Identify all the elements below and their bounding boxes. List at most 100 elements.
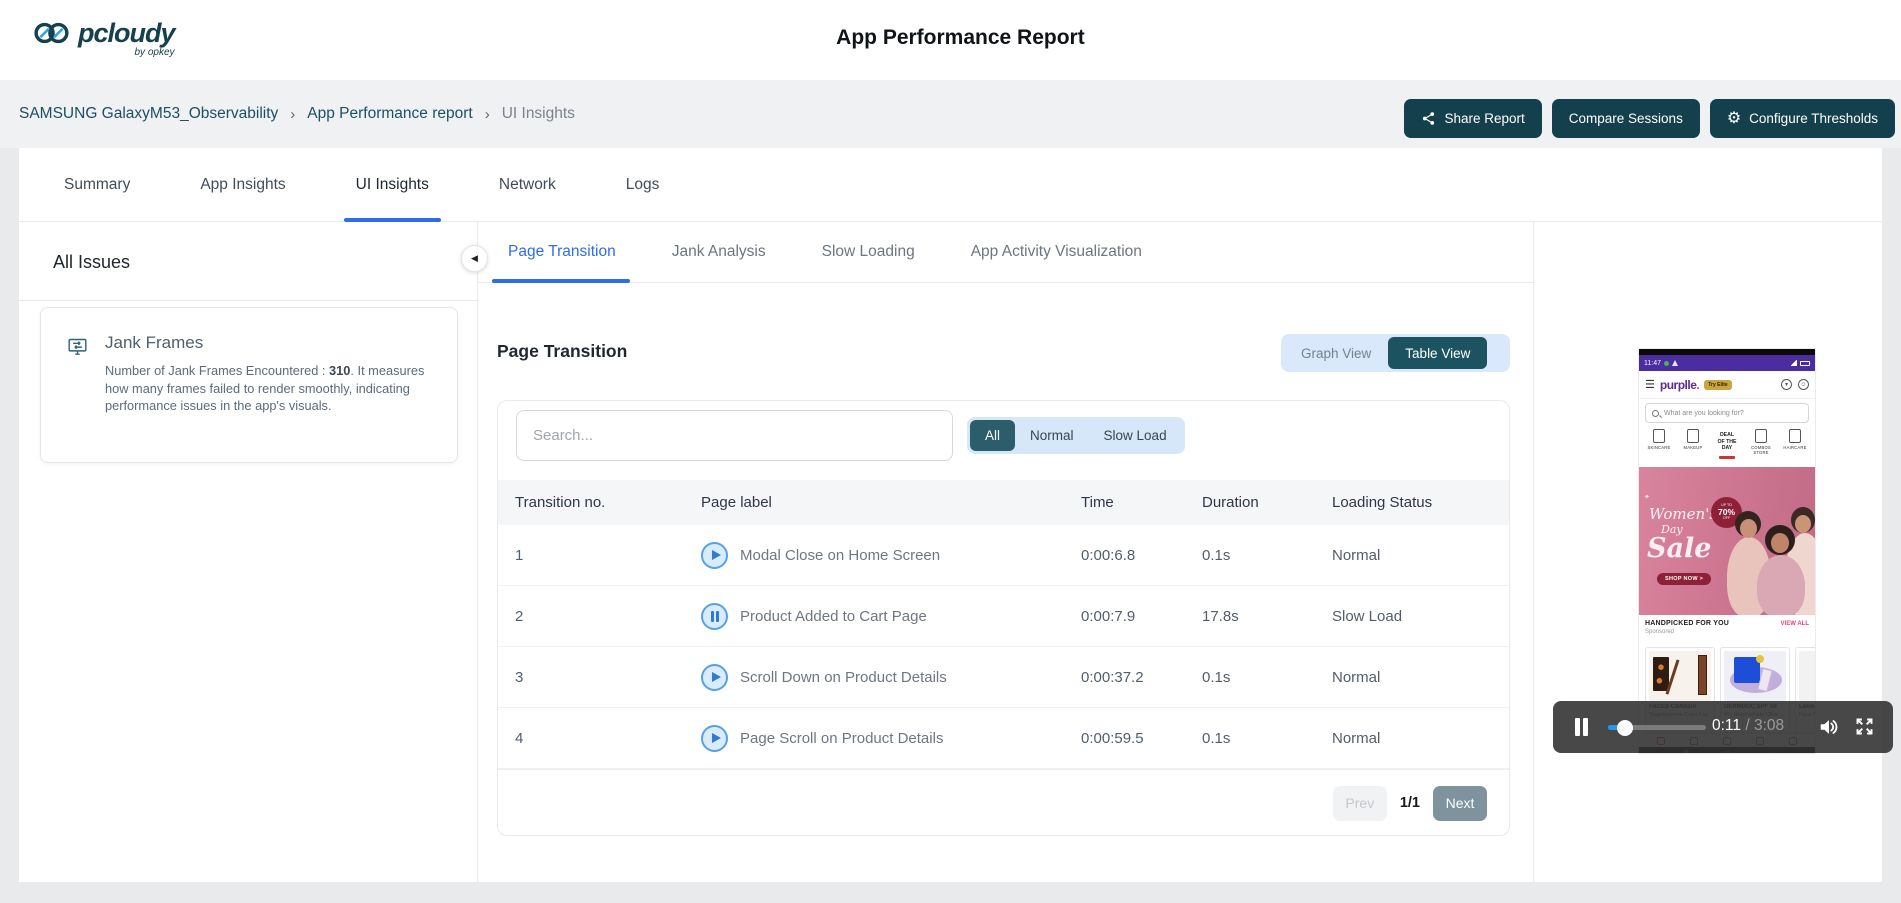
video-time-separator: / bbox=[1741, 717, 1754, 734]
pcloudy-logo-icon bbox=[34, 20, 70, 46]
video-progress-thumb[interactable] bbox=[1617, 720, 1633, 736]
banner-model-figure bbox=[1757, 555, 1805, 615]
play-icon[interactable] bbox=[701, 664, 728, 691]
video-panel-divider bbox=[1533, 222, 1534, 882]
product-image bbox=[1649, 651, 1711, 701]
app-performance-report-page: pcloudy by opkey App Performance Report … bbox=[0, 0, 1901, 903]
cell-no: 4 bbox=[515, 730, 701, 747]
page-indicator: 1/1 bbox=[1400, 795, 1420, 811]
gear-icon: ⚙ bbox=[1727, 111, 1741, 127]
issue-title: Jank Frames bbox=[105, 333, 435, 353]
banner-word-sale: Sale bbox=[1647, 533, 1711, 564]
haircare-icon bbox=[1789, 429, 1801, 443]
subtab-slow-loading[interactable]: Slow Loading bbox=[822, 222, 915, 282]
cell-time: 0:00:7.9 bbox=[1081, 608, 1202, 625]
configure-thresholds-label: Configure Thresholds bbox=[1749, 111, 1878, 126]
volume-button[interactable] bbox=[1818, 716, 1840, 743]
sidebar-collapse-button[interactable]: ◀ bbox=[461, 245, 488, 272]
breadcrumb-current: UI Insights bbox=[502, 105, 575, 123]
primary-tabs: Summary App Insights UI Insights Network… bbox=[19, 148, 1882, 222]
table-row[interactable]: 1 Modal Close on Home Screen 0:00:6.8 0.… bbox=[498, 525, 1509, 586]
breadcrumb-report[interactable]: App Performance report bbox=[307, 105, 472, 123]
volume-icon bbox=[1818, 716, 1840, 738]
cell-no: 1 bbox=[515, 547, 701, 564]
view-all-link: VIEW ALL bbox=[1781, 621, 1809, 627]
breadcrumb-device[interactable]: SAMSUNG GalaxyM53_Observability bbox=[19, 105, 278, 123]
all-issues-title: All Issues bbox=[53, 252, 477, 273]
share-report-button[interactable]: Share Report bbox=[1404, 99, 1541, 138]
ui-insights-subtabs: Page Transition Jank Analysis Slow Loadi… bbox=[478, 222, 1533, 283]
tab-logs[interactable]: Logs bbox=[626, 148, 660, 221]
share-report-label: Share Report bbox=[1444, 111, 1524, 126]
tab-network[interactable]: Network bbox=[499, 148, 556, 221]
jank-frames-issue-card[interactable]: Jank Frames Number of Jank Frames Encoun… bbox=[40, 307, 458, 463]
battery-icon bbox=[1800, 361, 1810, 366]
main-content-card: Summary App Insights UI Insights Network… bbox=[19, 148, 1882, 882]
search-input[interactable] bbox=[516, 410, 953, 461]
share-icon bbox=[1421, 111, 1436, 126]
table-view-option[interactable]: Table View bbox=[1388, 337, 1487, 369]
issues-sidebar: All Issues Jank Frames Number of Jank Fr… bbox=[19, 222, 478, 882]
shop-now-button: SHOP NOW > bbox=[1657, 573, 1711, 585]
table-row[interactable]: 3 Scroll Down on Product Details 0:00:37… bbox=[498, 647, 1509, 708]
breadcrumb-separator: › bbox=[485, 106, 490, 123]
product-image bbox=[1724, 651, 1786, 701]
next-page-button[interactable]: Next bbox=[1433, 786, 1487, 821]
jank-frames-icon bbox=[67, 333, 88, 360]
try-elite-badge: Try Elite bbox=[1704, 380, 1731, 390]
phone-clock: 11:47 bbox=[1644, 360, 1661, 367]
sparkle-icon: ✦ bbox=[1644, 493, 1650, 501]
configure-thresholds-button[interactable]: ⚙ Configure Thresholds bbox=[1710, 99, 1895, 138]
subtab-page-transition[interactable]: Page Transition bbox=[508, 222, 616, 282]
compare-sessions-label: Compare Sessions bbox=[1569, 111, 1683, 126]
video-time-display: 0:11 / 3:08 bbox=[1712, 717, 1784, 735]
page-title: App Performance Report bbox=[836, 26, 1085, 50]
cell-duration: 0.1s bbox=[1202, 730, 1332, 747]
sponsored-label: Sponsored bbox=[1645, 629, 1809, 635]
cell-status: Slow Load bbox=[1332, 608, 1509, 625]
banner-word-womens: Women's bbox=[1649, 505, 1717, 523]
compare-sessions-button[interactable]: Compare Sessions bbox=[1552, 99, 1700, 138]
subtab-app-activity-visualization[interactable]: App Activity Visualization bbox=[971, 222, 1142, 282]
play-icon[interactable] bbox=[701, 542, 728, 569]
fullscreen-button[interactable] bbox=[1854, 716, 1875, 742]
handpicked-section: HANDPICKED FOR YOU Sponsored VIEW ALL bbox=[1639, 615, 1815, 645]
table-body: 1 Modal Close on Home Screen 0:00:6.8 0.… bbox=[498, 525, 1509, 769]
womens-day-sale-banner: ✦ Women's Day Sale UP TO 70% OFF SHOP NO… bbox=[1639, 467, 1815, 615]
cell-time: 0:00:59.5 bbox=[1081, 730, 1202, 747]
filter-slow-load[interactable]: Slow Load bbox=[1089, 420, 1182, 451]
phone-status-bar: 11:47 bbox=[1639, 355, 1815, 371]
logo-byline: by opkey bbox=[134, 48, 174, 58]
prev-page-button[interactable]: Prev bbox=[1333, 786, 1387, 821]
sidebar-divider bbox=[19, 300, 477, 301]
pcloudy-logo[interactable]: pcloudy by opkey bbox=[34, 20, 175, 58]
cell-page-label: Scroll Down on Product Details bbox=[740, 669, 947, 686]
category-label: COMBOS STORE bbox=[1746, 445, 1776, 455]
device-video-frame[interactable]: 11:47 ☰ purplle. Try Elite ▾ ☺ bbox=[1639, 349, 1815, 753]
table-header-row: Transition no. Page label Time Duration … bbox=[498, 480, 1509, 525]
video-current-time: 0:11 bbox=[1712, 717, 1741, 734]
video-progress-bar[interactable] bbox=[1608, 725, 1706, 730]
tab-ui-insights[interactable]: UI Insights bbox=[356, 148, 429, 221]
col-page-label: Page label bbox=[701, 494, 1081, 511]
issue-desc-prefix: Number of Jank Frames Encountered : bbox=[105, 363, 329, 378]
video-pause-button[interactable] bbox=[1574, 717, 1590, 737]
deal-of-the-day: DEALOF THE DAY bbox=[1712, 429, 1742, 467]
cell-duration: 0.1s bbox=[1202, 669, 1332, 686]
cell-page-label: Page Scroll on Product Details bbox=[740, 730, 943, 747]
table-row[interactable]: 4 Page Scroll on Product Details 0:00:59… bbox=[498, 708, 1509, 769]
phone-categories: SKINCARE MAKEUP DEALOF THE DAY COMBOS ST… bbox=[1639, 427, 1815, 467]
tab-summary[interactable]: Summary bbox=[64, 148, 130, 221]
cell-time: 0:00:37.2 bbox=[1081, 669, 1202, 686]
play-icon[interactable] bbox=[701, 725, 728, 752]
table-row[interactable]: 2 Product Added to Cart Page 0:00:7.9 17… bbox=[498, 586, 1509, 647]
subtab-jank-analysis[interactable]: Jank Analysis bbox=[672, 222, 766, 282]
combos-icon bbox=[1755, 429, 1767, 443]
pause-icon[interactable] bbox=[701, 603, 728, 630]
graph-view-option[interactable]: Graph View bbox=[1284, 337, 1388, 369]
filter-normal[interactable]: Normal bbox=[1015, 420, 1089, 451]
filter-all[interactable]: All bbox=[970, 420, 1015, 451]
issue-desc-value: 310 bbox=[329, 363, 350, 378]
category-label: HAIRCARE bbox=[1783, 445, 1806, 450]
tab-app-insights[interactable]: App Insights bbox=[200, 148, 285, 221]
